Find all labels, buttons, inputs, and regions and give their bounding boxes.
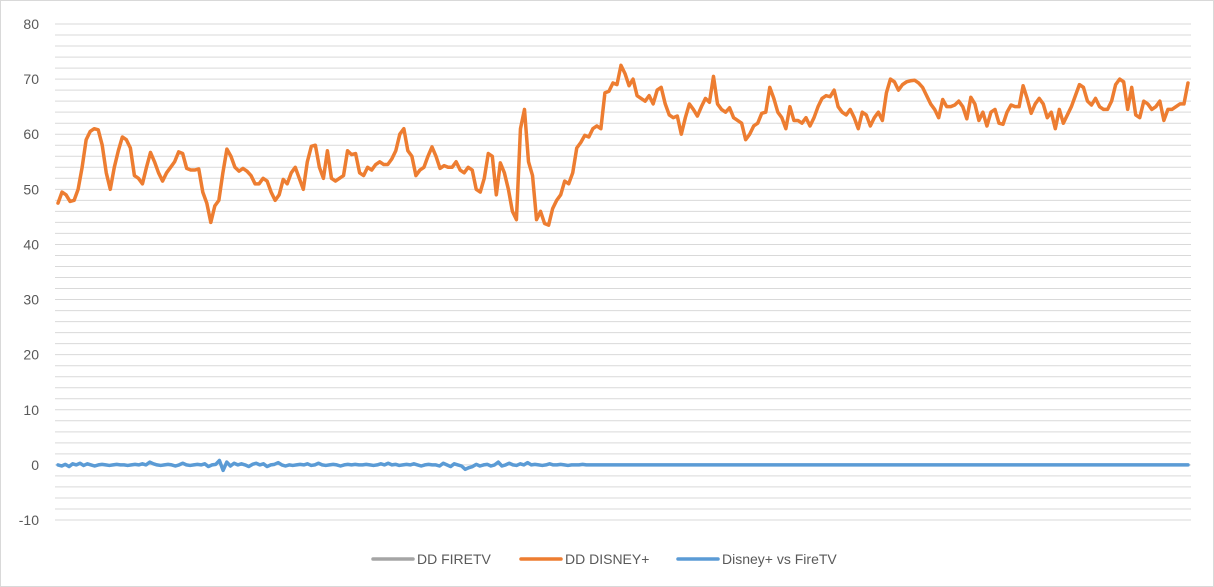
legend: DD FIRETV DD DISNEY+ Disney+ vs FireTV: [371, 551, 837, 567]
y-tick-label: 20: [23, 347, 39, 363]
y-tick-label: 10: [23, 402, 39, 418]
legend-label: Disney+ vs FireTV: [722, 551, 837, 567]
y-tick-label: 50: [23, 181, 39, 197]
y-tick-label: 70: [23, 71, 39, 87]
legend-label: DD DISNEY+: [565, 551, 649, 567]
series-line-dd-disney-: [56, 63, 1190, 227]
y-tick-label: 0: [31, 457, 39, 473]
y-tick-label: 40: [23, 236, 39, 252]
y-tick-label: 60: [23, 126, 39, 142]
series-line-disney-vs-firetv: [56, 458, 1190, 473]
y-axis-tick-labels: 80 70 60 50 40 30 20 10 0 -10: [19, 16, 39, 528]
y-tick-label: 80: [23, 16, 39, 32]
y-tick-label: -10: [19, 512, 39, 528]
series-lines: [56, 63, 1190, 473]
legend-label: DD FIRETV: [417, 551, 492, 567]
y-tick-label: 30: [23, 292, 39, 308]
